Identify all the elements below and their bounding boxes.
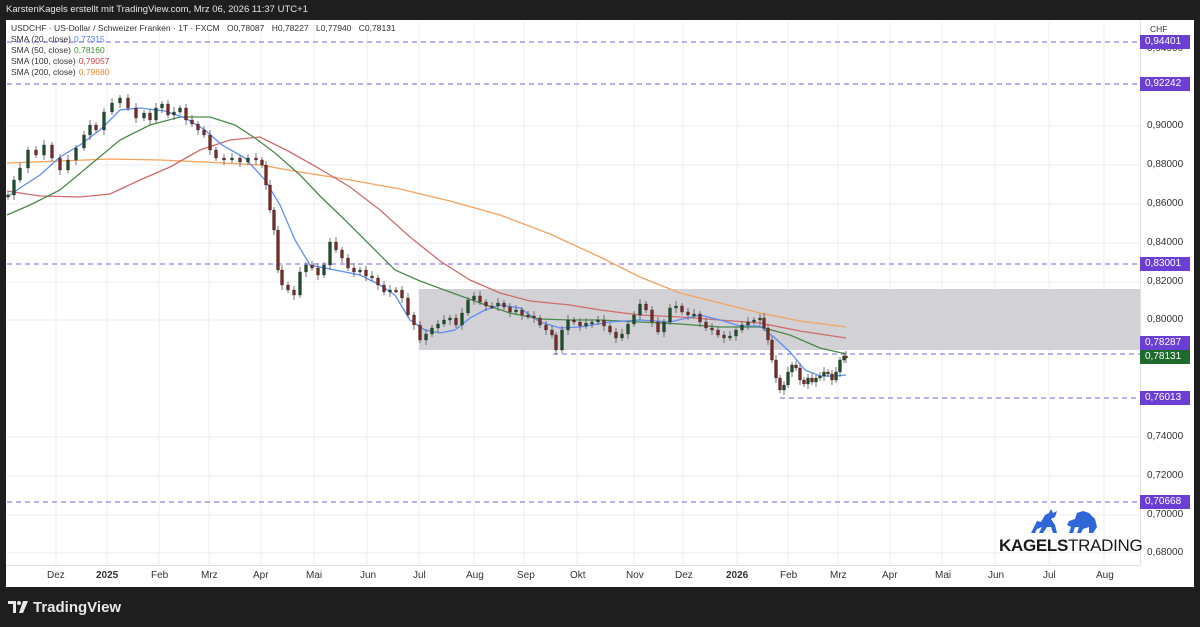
- time-label: Okt: [570, 570, 586, 581]
- time-label: Feb: [151, 570, 169, 581]
- time-label: Mrz: [830, 570, 847, 581]
- indicator-label: SMA (20, close): [11, 34, 71, 44]
- last-price-badge[interactable]: 0,78131: [1140, 350, 1190, 364]
- time-label: Dez: [47, 570, 65, 581]
- time-label: Jun: [360, 570, 377, 581]
- price-tick: 0,90000: [1147, 120, 1184, 131]
- time-label: Apr: [253, 570, 269, 581]
- level-badge-0-70668[interactable]: 0,70668: [1140, 495, 1190, 509]
- time-label: Jun: [988, 570, 1005, 581]
- time-label: Feb: [780, 570, 798, 581]
- tradingview-icon: [8, 601, 28, 613]
- indicator-sma-50[interactable]: SMA (50, close) 0,78160: [11, 45, 396, 56]
- candlestick-series: [6, 94, 848, 395]
- time-label: Dez: [675, 570, 693, 581]
- chart-author-bar: KarstenKagels erstellt mit TradingView.c…: [6, 4, 308, 15]
- ohlc-close: C0,78131: [358, 23, 396, 33]
- chart-frame[interactable]: [6, 20, 1194, 587]
- tradingview-wordmark: TradingView: [33, 598, 122, 616]
- time-label: Mrz: [201, 570, 218, 581]
- indicator-label: SMA (50, close): [11, 45, 71, 55]
- sma-50-line: [6, 116, 847, 355]
- price-tick: 0,88000: [1147, 159, 1184, 170]
- currency-label[interactable]: CHF: [1150, 24, 1168, 34]
- horizontal-gridlines: [7, 125, 1140, 554]
- time-label: Mai: [306, 570, 323, 581]
- tradingview-logo[interactable]: TradingView: [8, 597, 121, 617]
- symbol-title: USDCHF · US-Dollar / Schweizer Franken ·…: [11, 23, 220, 33]
- price-tick: 0,68000: [1147, 547, 1184, 558]
- chart-legend: USDCHF · US-Dollar / Schweizer Franken ·…: [11, 23, 396, 78]
- indicator-value: 0,79057: [78, 56, 110, 66]
- time-label: 2025: [96, 570, 119, 581]
- price-tick: 0,84000: [1147, 237, 1184, 248]
- indicator-label: SMA (100, close): [11, 56, 76, 66]
- price-tick: 0,82000: [1147, 276, 1184, 287]
- time-label: Mai: [935, 570, 952, 581]
- level-badge-0-78287[interactable]: 0,78287: [1140, 336, 1190, 350]
- indicator-label: SMA (200, close): [11, 67, 76, 77]
- bull-bear-icon: [1031, 509, 1097, 533]
- indicator-sma-200[interactable]: SMA (200, close) 0,79680: [11, 67, 396, 78]
- horizontal-levels: [7, 41, 1140, 503]
- ohlc-low: L0,77940: [315, 23, 352, 33]
- level-badge-0-92242[interactable]: 0,92242: [1140, 77, 1190, 91]
- price-axis[interactable]: [1140, 20, 1195, 565]
- time-label: Aug: [1096, 570, 1114, 581]
- indicator-sma-100[interactable]: SMA (100, close) 0,79057: [11, 56, 396, 67]
- indicator-value: 0,79680: [78, 67, 110, 77]
- time-label: 2026: [726, 570, 749, 581]
- ohlc-open: O0,78087: [226, 23, 265, 33]
- symbol-info[interactable]: USDCHF · US-Dollar / Schweizer Franken ·…: [11, 23, 396, 34]
- sma-20-line: [6, 107, 847, 377]
- price-tick: 0,86000: [1147, 198, 1184, 209]
- sma-100-line: [6, 136, 847, 339]
- time-label: Jul: [413, 570, 426, 581]
- kagels-trading-logo: KAGELSTRADING: [999, 507, 1143, 557]
- level-badge-0-76013[interactable]: 0,76013: [1140, 391, 1190, 405]
- level-badge-0-94401[interactable]: 0,94401: [1140, 35, 1190, 49]
- kagels-trading-wordmark: KAGELSTRADING: [999, 536, 1143, 555]
- range-zone: [419, 289, 1140, 350]
- time-label: Nov: [626, 570, 644, 581]
- price-tick: 0,72000: [1147, 470, 1184, 481]
- level-badge-0-83001[interactable]: 0,83001: [1140, 257, 1190, 271]
- time-label: Jul: [1043, 570, 1056, 581]
- time-label: Apr: [882, 570, 898, 581]
- indicator-value: 0,77315: [74, 34, 105, 44]
- indicator-value: 0,78160: [74, 45, 105, 55]
- price-tick: 0,80000: [1147, 314, 1184, 325]
- price-tick: 0,74000: [1147, 431, 1184, 442]
- price-tick: 0,70000: [1147, 509, 1184, 520]
- time-axis[interactable]: [6, 565, 1140, 588]
- indicator-sma-20[interactable]: SMA (20, close) 0,77315: [11, 34, 396, 45]
- ohlc-high: H0,78227: [271, 23, 309, 33]
- time-label: Aug: [466, 570, 484, 581]
- sma-200-line: [6, 158, 847, 328]
- chart-canvas[interactable]: [6, 20, 1194, 587]
- time-label: Sep: [517, 570, 535, 581]
